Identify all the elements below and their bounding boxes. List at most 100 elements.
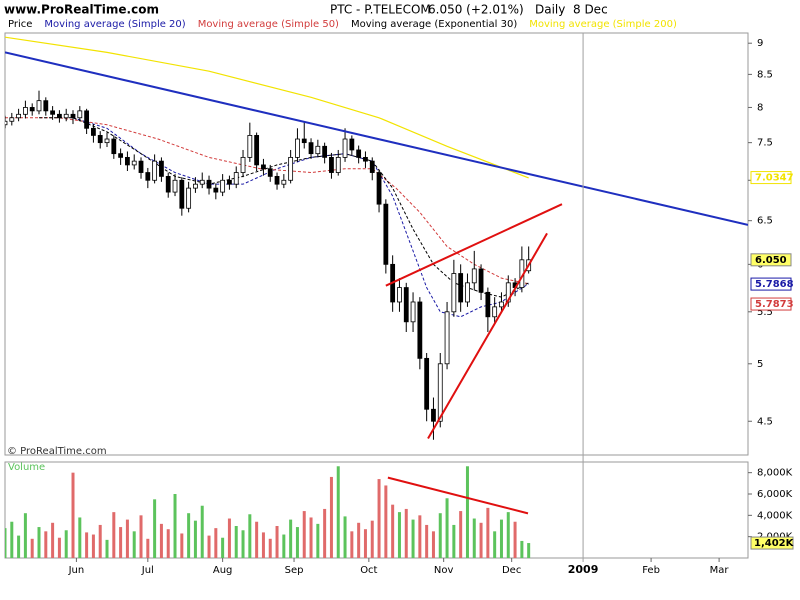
volume-bar: [248, 514, 252, 558]
volume-bar: [425, 524, 429, 558]
candle-body: [227, 179, 232, 185]
candle-body: [315, 145, 321, 155]
volume-bar: [180, 533, 184, 558]
candle-body: [84, 110, 90, 129]
candle-body: [43, 100, 49, 112]
y-tick-label: 8: [757, 102, 763, 113]
candle-body: [206, 179, 212, 189]
volume-bar: [438, 513, 442, 558]
candle-body: [356, 149, 362, 158]
candle-body: [57, 113, 62, 119]
candle-body: [267, 168, 273, 177]
trend-line: [5, 51, 748, 226]
candle-body: [403, 287, 409, 323]
volume-bar: [329, 476, 333, 558]
volume-bar: [350, 531, 354, 558]
candle-body: [16, 113, 22, 119]
last-value-label: 7.0347: [755, 173, 794, 184]
x-tick-label: 2009: [568, 563, 599, 576]
volume-bar: [119, 527, 123, 558]
candle-body: [91, 127, 96, 136]
candle-body: [342, 138, 348, 158]
candle-body: [199, 179, 205, 185]
last-value-label: 5.7873: [755, 299, 794, 310]
volume-bar: [343, 516, 347, 558]
volume-bar: [499, 519, 503, 558]
volume-bar: [51, 522, 55, 558]
legend-entry: Moving average (Exponential 30): [351, 19, 517, 30]
candle-body: [247, 135, 253, 158]
candle-body: [29, 107, 35, 112]
candle-body: [288, 156, 294, 181]
volume-bar: [357, 522, 361, 558]
candle-body: [118, 153, 124, 158]
candle-body: [383, 203, 389, 265]
last-value-box: [750, 536, 794, 550]
candle-body: [322, 145, 328, 158]
trend-line: [427, 232, 548, 439]
volume-bar: [289, 519, 293, 558]
candle-body: [471, 268, 477, 284]
candle-body: [159, 160, 164, 177]
volume-bar: [44, 531, 48, 558]
volume-bar: [404, 508, 408, 558]
volume-bar: [363, 529, 367, 558]
last-value-label: 5.7868: [755, 279, 794, 290]
legend-entry: Price: [8, 19, 32, 30]
y-tick-label: 4,000K: [757, 510, 793, 521]
volume-bar: [166, 529, 170, 558]
candle-body: [499, 301, 504, 308]
volume-bar: [105, 539, 109, 558]
copyright: © ProRealTime.com: [7, 446, 107, 457]
volume-bar: [493, 531, 497, 558]
candle-body: [220, 179, 226, 193]
x-tick-label: Feb: [642, 565, 660, 576]
legend-entry: Moving average (Simple 50): [198, 19, 339, 30]
volume-bar: [10, 521, 14, 558]
last-value-box: [750, 171, 792, 185]
volume-bar: [336, 466, 340, 558]
candle-body: [5, 120, 8, 126]
volume-bar: [200, 505, 204, 558]
candle-body: [50, 110, 56, 115]
candle-body: [369, 160, 375, 173]
volume-bar: [241, 530, 245, 558]
candle-body: [240, 156, 246, 173]
candle-body: [97, 135, 103, 144]
overlay: 4.555.566.577.588.592,000K4,000K6,000K8,…: [7, 19, 795, 576]
candle-body: [431, 408, 436, 422]
x-tick-label: Aug: [213, 565, 233, 576]
volume-bar: [214, 528, 218, 558]
candle-body: [329, 156, 334, 173]
volume-bar: [411, 519, 415, 558]
candle-body: [444, 311, 450, 365]
candle-body: [397, 287, 402, 303]
volume-bar: [30, 538, 34, 558]
candle-body: [36, 100, 42, 112]
pane-title: Volume: [8, 462, 45, 473]
price-pane: [4, 32, 749, 456]
volume-bar: [17, 535, 21, 558]
period: Daily 8 Dec: [535, 3, 608, 17]
candle-body: [9, 117, 15, 122]
y-tick-label: 6.5: [757, 216, 773, 227]
volume-bar: [445, 498, 449, 558]
volume-bar: [452, 524, 456, 558]
candle-body: [233, 172, 239, 185]
volume-bar: [295, 527, 299, 558]
volume-bar: [207, 535, 211, 558]
candle-body: [376, 172, 382, 205]
x-tick-label: Jun: [68, 565, 85, 576]
candle-body: [295, 138, 300, 158]
price-plot: [5, 36, 748, 440]
y-tick-label: 7.5: [757, 138, 773, 149]
candle-body: [165, 175, 171, 193]
candle-body: [424, 357, 430, 410]
volume-bar: [397, 512, 401, 558]
candle-body: [274, 175, 280, 185]
quote: 6.050 (+2.01%): [428, 3, 524, 17]
volume-bar: [187, 513, 191, 558]
candle-body: [281, 179, 287, 185]
volume-bar: [37, 527, 41, 558]
